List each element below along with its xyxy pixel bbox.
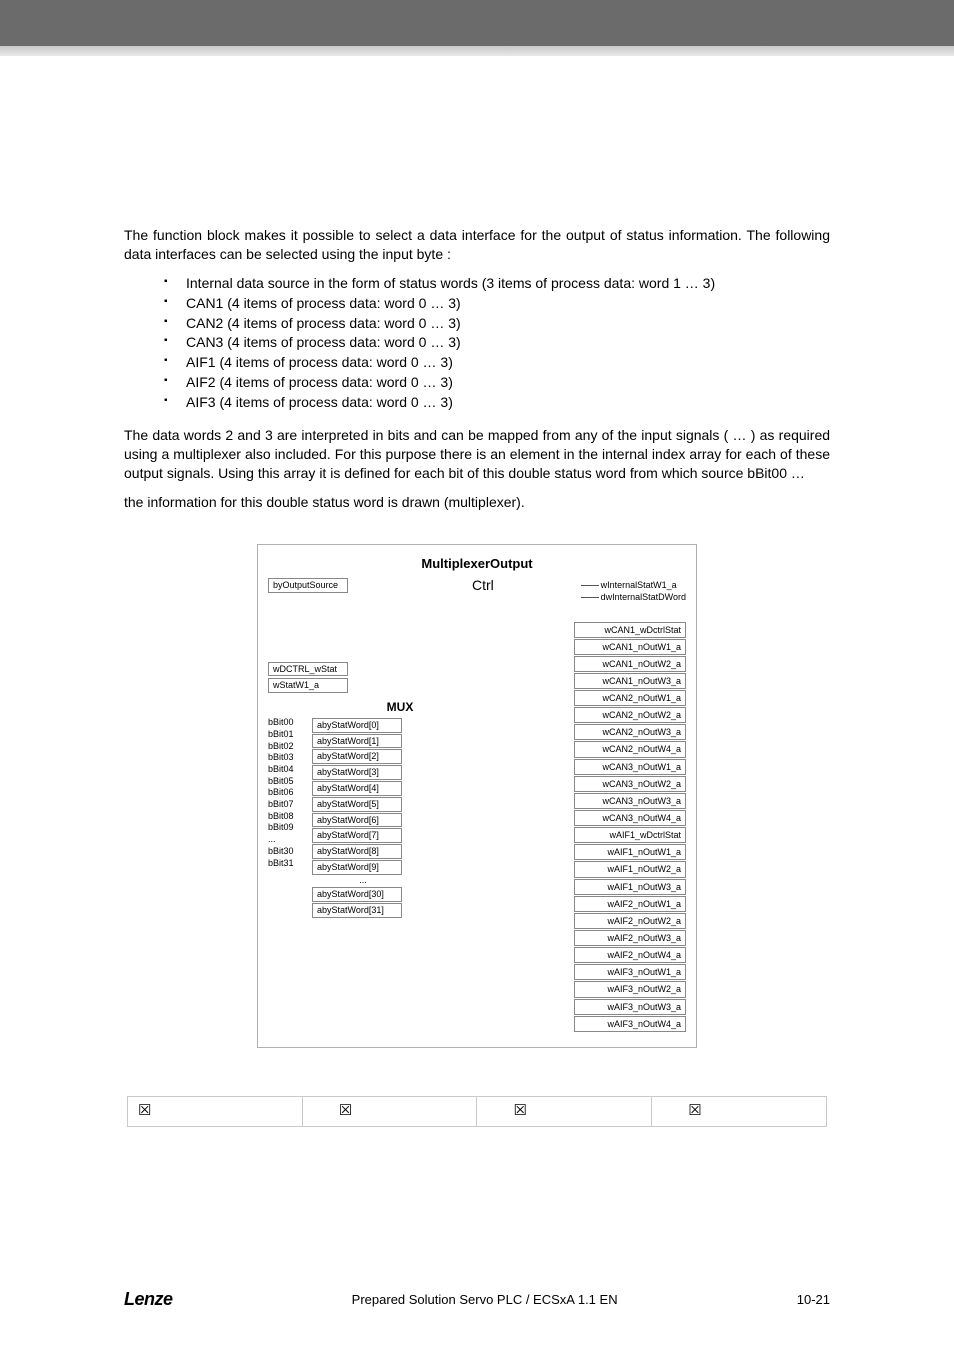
internal-out-1: wInternalStatW1_a [581, 580, 686, 592]
output-box: wAIF3_nOutW1_a [574, 964, 686, 980]
compat-cell-1: ☒ [302, 1096, 477, 1126]
output-box: wAIF1_nOutW2_a [574, 861, 686, 877]
bit-boxes: abyStatWord[0]abyStatWord[1]abyStatWord[… [312, 717, 414, 918]
footer-center: Prepared Solution Servo PLC / ECSxA 1.1 … [352, 1292, 618, 1307]
bit-name: bBit00 [268, 717, 312, 729]
page-footer: Lenze Prepared Solution Servo PLC / ECSx… [0, 1289, 954, 1310]
list-item: AIF3 (4 items of process data: word 0 … … [164, 393, 830, 412]
bit-name: bBit03 [268, 752, 312, 764]
p2b: … [733, 427, 751, 443]
bit-box: abyStatWord[2] [312, 749, 414, 765]
output-box: wAIF2_nOutW3_a [574, 930, 686, 946]
output-box: wCAN2_nOutW4_a [574, 741, 686, 757]
bit-box: abyStatWord[0] [312, 717, 414, 733]
bit-name: bBit01 [268, 729, 312, 741]
output-box: wCAN3_nOutW3_a [574, 793, 686, 809]
list-item: CAN1 (4 items of process data: word 0 … … [164, 294, 830, 313]
bit-box: abyStatWord[3] [312, 765, 414, 781]
list-item: CAN3 (4 items of process data: word 0 … … [164, 333, 830, 352]
compatibility-table: ☒ ☒ ☒ ☒ [127, 1096, 827, 1127]
output-box: wAIF1_nOutW1_a [574, 844, 686, 860]
output-box: wAIF1_wDctrlStat [574, 827, 686, 843]
intro-a: The [124, 227, 153, 243]
compat-cell-0: ☒ [128, 1096, 303, 1126]
wdctrl-box: wDCTRL_wStat [268, 662, 348, 677]
multiplexer-diagram: MultiplexerOutput byOutputSource Ctrl wI… [257, 544, 697, 1048]
bit-name: bBit04 [268, 764, 312, 776]
bit-box: abyStatWord[1] [312, 733, 414, 749]
output-box: wCAN2_nOutW1_a [574, 690, 686, 706]
diagram-title: MultiplexerOutput [268, 555, 686, 573]
brand-logo: Lenze [124, 1289, 173, 1310]
bit-box: abyStatWord[4] [312, 780, 414, 796]
bit-name: bBit31 [268, 858, 312, 870]
footer-page: 10-21 [797, 1292, 830, 1307]
bit-box: abyStatWord[31] [312, 903, 414, 919]
bit-name: bBit08 [268, 811, 312, 823]
intro-c: : [447, 246, 451, 262]
output-box: wAIF3_nOutW2_a [574, 981, 686, 997]
intro-b: function block makes it possible to sele… [124, 227, 830, 262]
output-box: wCAN1_nOutW2_a [574, 656, 686, 672]
output-box: wAIF3_nOutW3_a [574, 999, 686, 1015]
bit-box: abyStatWord[9] [312, 859, 414, 875]
output-box: wCAN3_nOutW1_a [574, 759, 686, 775]
wstatw1-box: wStatW1_a [268, 678, 348, 693]
list-item: AIF2 (4 items of process data: word 0 … … [164, 373, 830, 392]
bit-box: abyStatWord[6] [312, 812, 414, 828]
output-box: wAIF2_nOutW4_a [574, 947, 686, 963]
p2a: The data words 2 and 3 are interpreted i… [124, 427, 728, 443]
output-box: wAIF2_nOutW2_a [574, 913, 686, 929]
bit-box: abyStatWord[7] [312, 828, 414, 844]
output-box: wCAN1_nOutW1_a [574, 639, 686, 655]
internal-out-2: dwInternalStatDWord [581, 592, 686, 604]
compat-cell-2: ☒ [477, 1096, 652, 1126]
bit-name: bBit09 [268, 822, 312, 834]
output-box: wCAN2_nOutW2_a [574, 707, 686, 723]
checked-icon: ☒ [688, 1102, 701, 1119]
list-item: AIF1 (4 items of process data: word 0 … … [164, 353, 830, 372]
bit-box: ... [312, 875, 414, 887]
mux-label: MUX [332, 699, 468, 715]
list-item: Internal data source in the form of stat… [164, 274, 830, 293]
bit-box: abyStatWord[30] [312, 887, 414, 903]
output-box: wAIF2_nOutW1_a [574, 896, 686, 912]
output-box: wAIF3_nOutW4_a [574, 1016, 686, 1032]
bit-name: bBit07 [268, 799, 312, 811]
bit-box: abyStatWord[8] [312, 844, 414, 860]
intro-paragraph: The function block makes it possible to … [124, 226, 830, 264]
output-list: wCAN1_wDctrlStatwCAN1_nOutW1_awCAN1_nOut… [468, 622, 686, 1032]
checked-icon: ☒ [513, 1102, 526, 1119]
para2e: the information for this double status w… [124, 493, 830, 512]
list-item: CAN2 (4 items of process data: word 0 … … [164, 314, 830, 333]
bit-name: bBit30 [268, 846, 312, 858]
output-box: wAIF1_nOutW3_a [574, 879, 686, 895]
interface-list: Internal data source in the form of stat… [124, 274, 830, 412]
bit-name: bBit05 [268, 776, 312, 788]
byOutputSource-box: byOutputSource [268, 578, 348, 593]
output-box: wCAN3_nOutW2_a [574, 776, 686, 792]
output-box: wCAN3_nOutW4_a [574, 810, 686, 826]
bit-name: ... [268, 834, 312, 846]
para2: The data words 2 and 3 are interpreted i… [124, 426, 830, 483]
checked-icon: ☒ [138, 1102, 151, 1119]
checked-icon: ☒ [339, 1102, 352, 1119]
output-box: wCAN1_wDctrlStat [574, 622, 686, 638]
bit-names: bBit00bBit01bBit02bBit03bBit04bBit05bBit… [268, 717, 312, 918]
output-box: wCAN2_nOutW3_a [574, 724, 686, 740]
bit-name: bBit02 [268, 741, 312, 753]
output-box: wCAN1_nOutW3_a [574, 673, 686, 689]
compat-cell-3: ☒ [652, 1096, 827, 1126]
ctrl-label: Ctrl [472, 576, 494, 595]
bit-box: abyStatWord[5] [312, 796, 414, 812]
bit-name: bBit06 [268, 787, 312, 799]
